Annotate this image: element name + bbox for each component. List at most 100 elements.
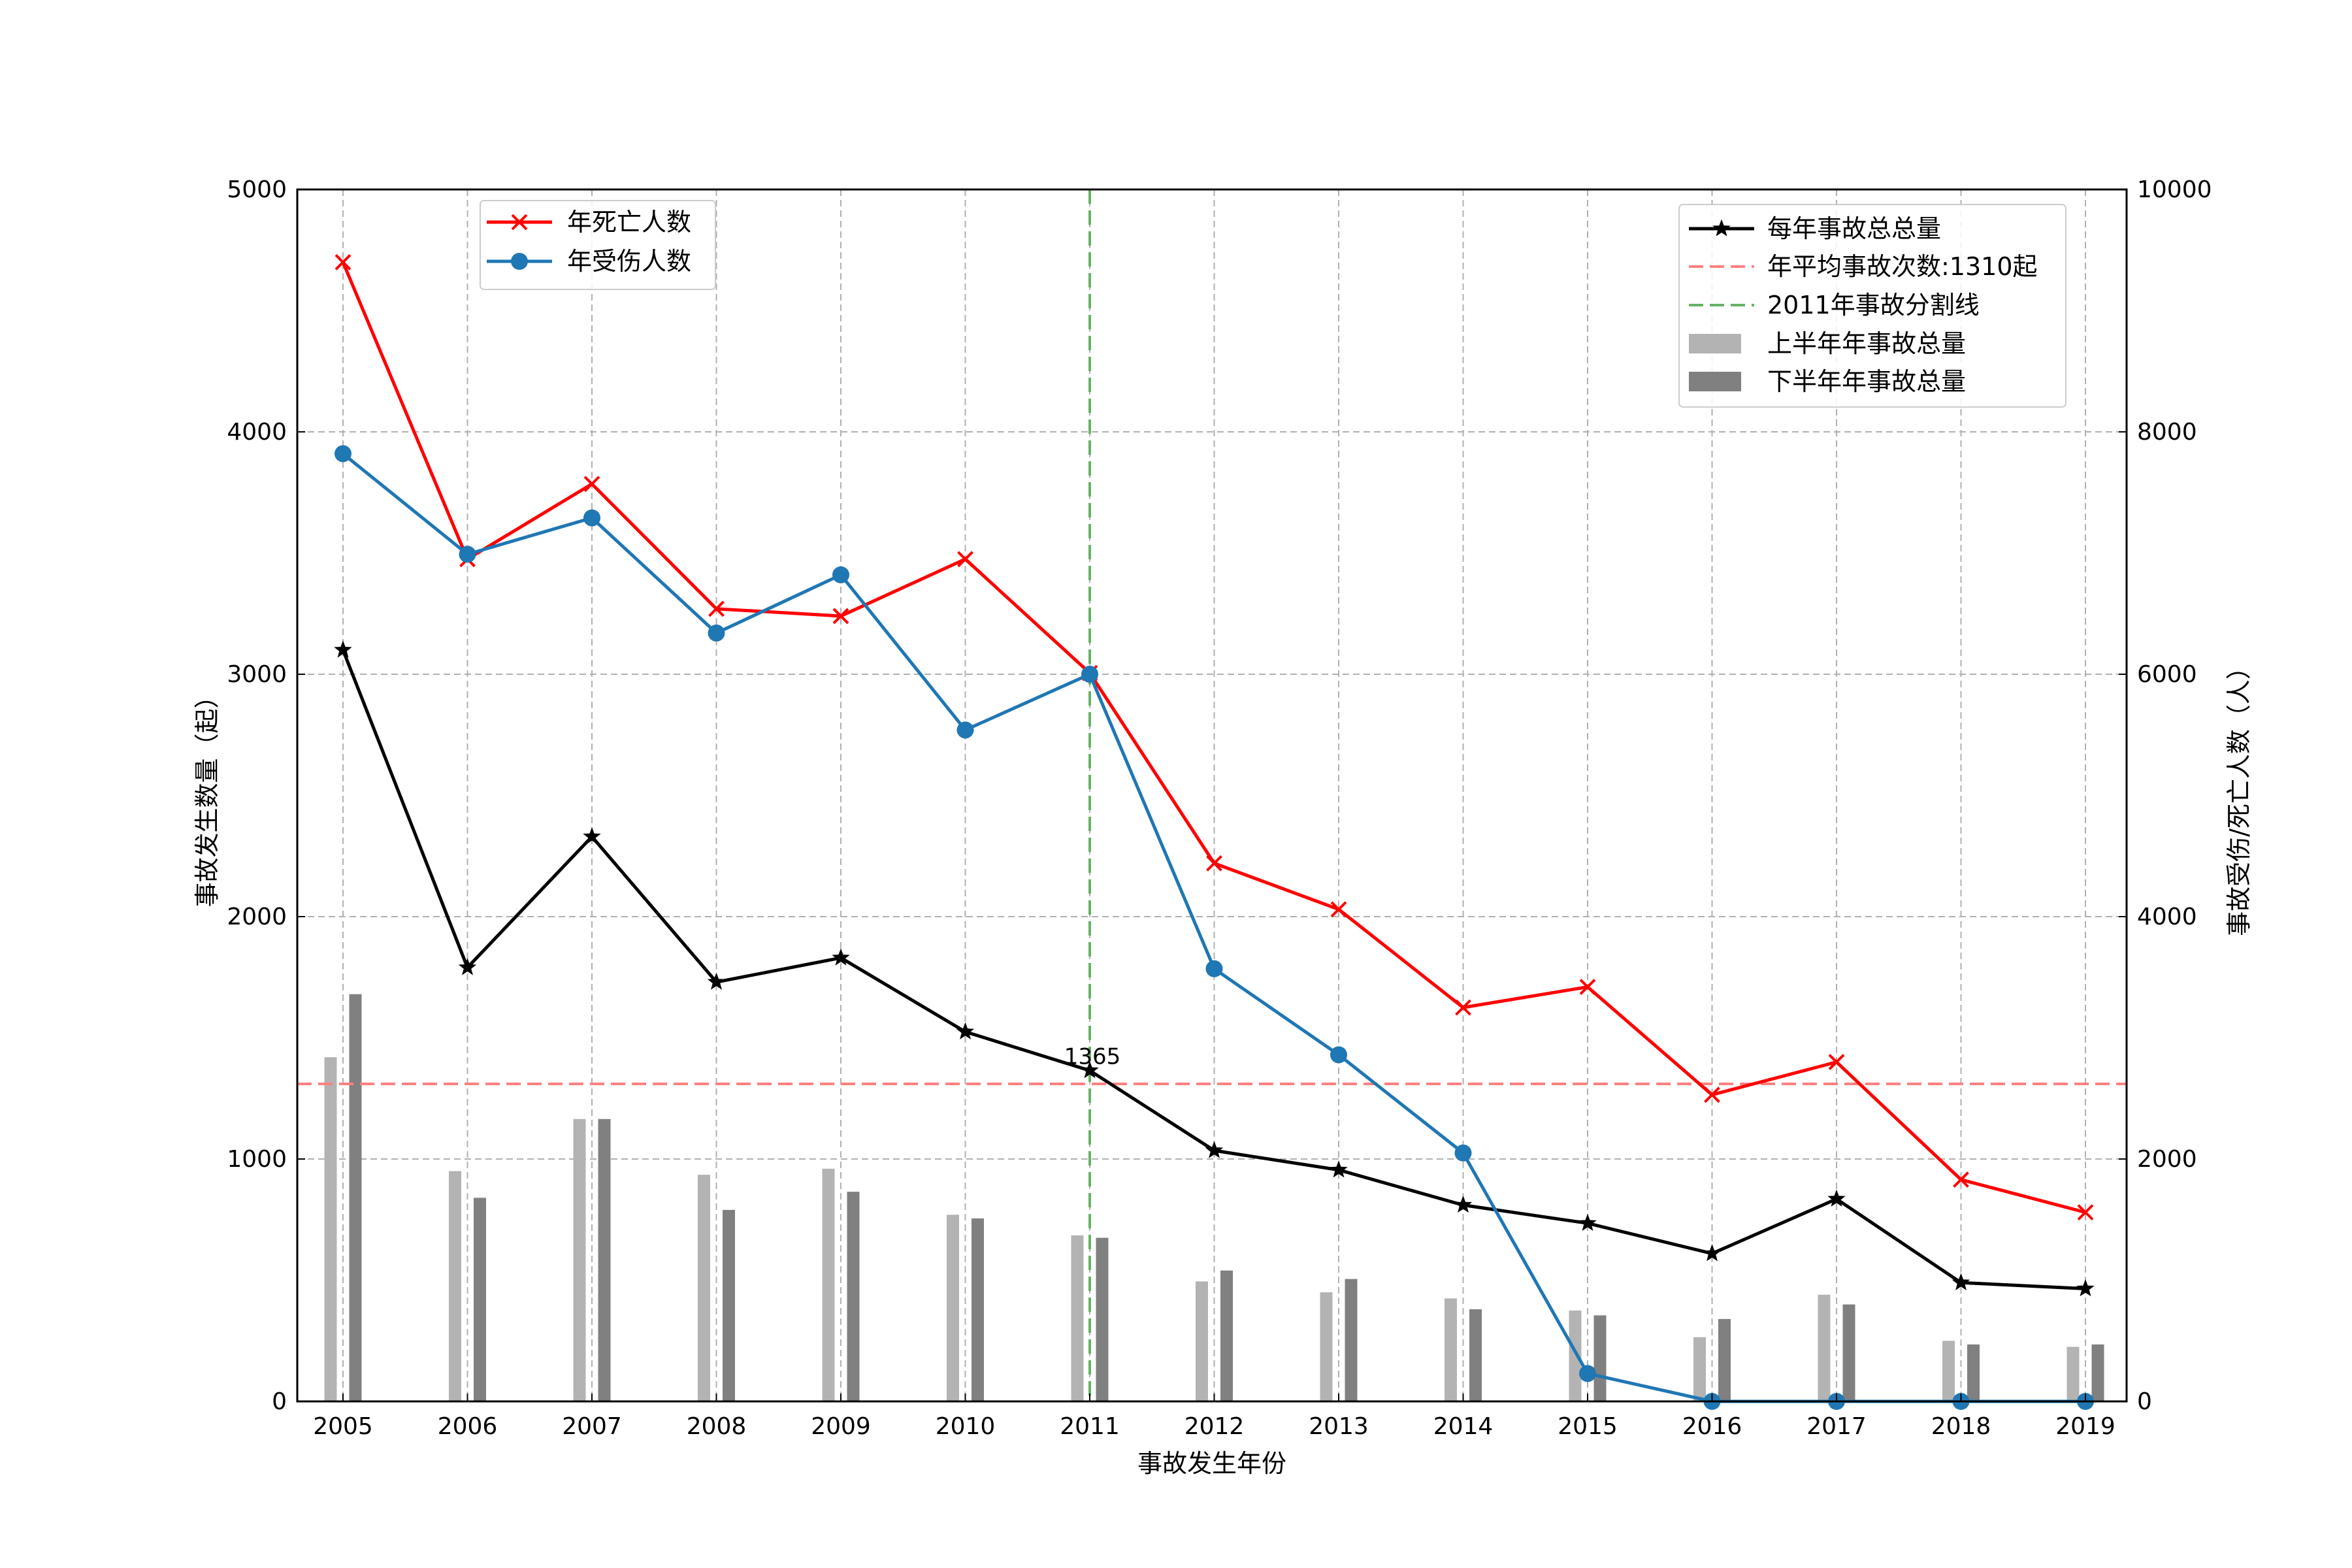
line-series bbox=[334, 253, 2095, 1410]
point-total-2007 bbox=[583, 827, 601, 845]
y-right-tick-label-2000: 2000 bbox=[2137, 1146, 2197, 1173]
legend-swatch-first-half bbox=[1689, 334, 1741, 353]
annotation-1365: 1365 bbox=[1064, 1044, 1121, 1070]
point-injured-2007 bbox=[583, 509, 600, 527]
y-right-tick-label-6000: 6000 bbox=[2137, 661, 2197, 688]
point-total-2011 bbox=[1081, 1061, 1099, 1079]
point-total-2018 bbox=[1952, 1273, 1970, 1290]
legend-top-left: 年死亡人数 年受伤人数 bbox=[480, 200, 716, 290]
point-total-2010 bbox=[956, 1022, 975, 1039]
y-left-tick-label-3000: 3000 bbox=[227, 661, 287, 688]
bar-h1-2015 bbox=[1569, 1310, 1582, 1401]
point-deaths-2013 bbox=[1330, 901, 1347, 918]
legend-swatch-second-half bbox=[1689, 372, 1741, 391]
bar-h2-2010 bbox=[972, 1218, 984, 1401]
bar-h2-2005 bbox=[349, 994, 362, 1401]
y-axis-right-title: 事故受伤/死亡人数（人） bbox=[2225, 655, 2253, 936]
bar-h2-2014 bbox=[1469, 1309, 1482, 1401]
bar-h2-2006 bbox=[474, 1198, 486, 1401]
x-tick-label-2012: 2012 bbox=[1184, 1413, 1245, 1440]
legend-label-deaths: 年死亡人数 bbox=[567, 208, 691, 237]
x-tick-label-2009: 2009 bbox=[811, 1413, 871, 1440]
y-right-tick-label-8000: 8000 bbox=[2137, 419, 2197, 446]
point-total-2019 bbox=[2076, 1279, 2095, 1297]
legend-label-average: 年平均事故次数:1310起 bbox=[1767, 252, 2038, 281]
legend-label-first-half: 上半年年事故总量 bbox=[1767, 329, 1966, 358]
y-left-tick-label-4000: 4000 bbox=[227, 419, 287, 446]
y-left-tick-label-5000: 5000 bbox=[227, 176, 287, 203]
x-tick-label-2019: 2019 bbox=[2055, 1413, 2115, 1440]
legend-top-right: 每年事故总总量 年平均事故次数:1310起 2011年事故分割线 上半年年事故总… bbox=[1678, 204, 2066, 408]
bar-h1-2016 bbox=[1693, 1337, 1706, 1401]
bar-h1-2017 bbox=[1818, 1294, 1831, 1401]
annotations: 1365 bbox=[1064, 1044, 1121, 1070]
x-tick-label-2015: 2015 bbox=[1558, 1413, 1618, 1440]
bar-h2-2009 bbox=[847, 1192, 860, 1401]
bar-h1-2011 bbox=[1071, 1235, 1084, 1401]
point-total-2014 bbox=[1454, 1196, 1473, 1213]
y-right-tick-label-10000: 10000 bbox=[2137, 176, 2212, 203]
axis-titles: 事故发生年份 事故发生数量（起） 事故受伤/死亡人数（人） bbox=[193, 655, 2253, 1478]
legend-marker-injured bbox=[511, 253, 528, 270]
legend-label-split-line: 2011年事故分割线 bbox=[1767, 291, 1980, 319]
bar-h1-2006 bbox=[449, 1171, 461, 1401]
bar-h1-2005 bbox=[324, 1057, 337, 1401]
point-deaths-2010 bbox=[957, 551, 973, 568]
point-injured-2010 bbox=[956, 721, 974, 739]
x-tick-label-2018: 2018 bbox=[1931, 1413, 1991, 1440]
bar-h1-2007 bbox=[573, 1119, 586, 1401]
bar-h1-2012 bbox=[1196, 1281, 1208, 1401]
x-tick-label-2016: 2016 bbox=[1682, 1413, 1742, 1440]
bar-h2-2016 bbox=[1718, 1318, 1731, 1401]
point-total-2009 bbox=[832, 948, 850, 966]
x-tick-label-2008: 2008 bbox=[687, 1413, 747, 1440]
bar-h2-2017 bbox=[1842, 1304, 1855, 1401]
bar-h2-2011 bbox=[1096, 1237, 1109, 1401]
point-injured-2009 bbox=[832, 566, 849, 583]
point-injured-2012 bbox=[1205, 960, 1223, 977]
point-injured-2014 bbox=[1454, 1144, 1472, 1162]
bar-h2-2013 bbox=[1345, 1279, 1358, 1401]
axes: 2005 2006 2007 2008 2009 2010 2011 2012 2013 2014… bbox=[227, 176, 2212, 1440]
point-total-2015 bbox=[1578, 1213, 1597, 1231]
y-right-tick-label-0: 0 bbox=[2137, 1388, 2152, 1415]
bar-h1-2019 bbox=[2066, 1347, 2080, 1401]
point-injured-2008 bbox=[708, 624, 725, 642]
bar-h1-2009 bbox=[822, 1168, 835, 1401]
y-left-tick-label-2000: 2000 bbox=[227, 904, 287, 930]
legend-label-injured: 年受伤人数 bbox=[567, 247, 691, 276]
point-injured-2013 bbox=[1330, 1046, 1347, 1064]
legend-marker-total bbox=[1712, 219, 1731, 237]
point-deaths-2012 bbox=[1206, 855, 1222, 872]
point-injured-2015 bbox=[1579, 1365, 1596, 1382]
legend-right-frame bbox=[1678, 204, 2066, 408]
reference-lines bbox=[297, 189, 2127, 1401]
bar-h1-2018 bbox=[1942, 1341, 1955, 1401]
point-deaths-2014 bbox=[1455, 999, 1471, 1016]
bar-h2-2007 bbox=[598, 1119, 611, 1401]
x-tick-label-2006: 2006 bbox=[438, 1413, 498, 1440]
y-left-tick-label-1000: 1000 bbox=[227, 1146, 287, 1173]
point-deaths-2018 bbox=[1953, 1171, 1969, 1188]
bar-h2-2015 bbox=[1593, 1315, 1607, 1401]
legend-marker-deaths bbox=[511, 214, 528, 231]
point-total-2012 bbox=[1205, 1141, 1224, 1158]
point-total-2005 bbox=[334, 640, 352, 658]
x-axis-title: 事故发生年份 bbox=[1137, 1449, 1286, 1478]
plot-frame bbox=[296, 188, 2128, 1403]
bar-h1-2013 bbox=[1320, 1292, 1333, 1401]
point-total-2008 bbox=[707, 972, 726, 990]
point-total-2017 bbox=[1827, 1189, 1846, 1207]
y-axis-left-title: 事故发生数量（起） bbox=[193, 683, 221, 907]
x-tick-label-2007: 2007 bbox=[562, 1413, 622, 1440]
y-right-tick-label-4000: 4000 bbox=[2137, 904, 2197, 930]
x-tick-label-2010: 2010 bbox=[936, 1413, 996, 1440]
legend-label-total: 每年事故总总量 bbox=[1767, 214, 1941, 243]
point-injured-2006 bbox=[459, 546, 476, 563]
x-tick-label-2013: 2013 bbox=[1309, 1413, 1369, 1440]
point-deaths-2015 bbox=[1579, 979, 1596, 996]
point-deaths-2016 bbox=[1704, 1086, 1720, 1103]
point-deaths-2019 bbox=[2077, 1204, 2094, 1221]
point-injured-2011 bbox=[1081, 666, 1098, 683]
x-tick-label-2014: 2014 bbox=[1433, 1413, 1494, 1440]
